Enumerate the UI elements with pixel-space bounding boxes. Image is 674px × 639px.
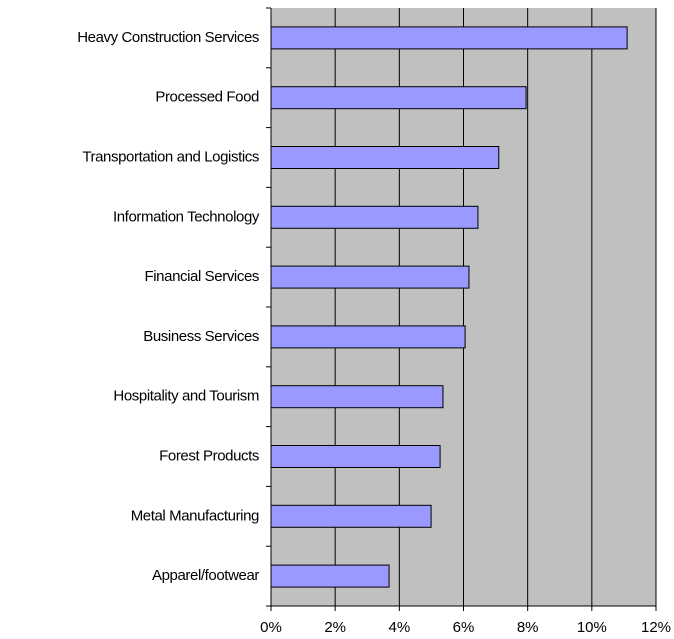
y-tick-label: Processed Food [155, 89, 259, 106]
y-tick-label: Forest Products [159, 447, 259, 464]
x-tick-label: 12% [641, 619, 671, 636]
y-tick-label: Apparel/footwear [152, 567, 259, 584]
bar [270, 385, 444, 409]
y-tick-label: Business Services [143, 328, 259, 345]
x-tick-label: 4% [388, 619, 410, 636]
bar [270, 265, 470, 289]
x-tick-label: 10% [577, 619, 607, 636]
bar [270, 504, 432, 528]
y-tick-label: Financial Services [144, 268, 259, 285]
x-tick-label: 2% [324, 619, 346, 636]
x-tick-label: 6% [453, 619, 475, 636]
bar [270, 325, 466, 349]
y-tick-label: Hospitality and Tourism [113, 388, 259, 405]
bar [270, 86, 527, 110]
y-tick-label: Metal Manufacturing [131, 507, 259, 524]
bar [270, 445, 441, 468]
bar [270, 26, 628, 50]
y-tick-label: Heavy Construction Services [77, 29, 259, 46]
y-tick-label: Information Technology [113, 208, 260, 225]
x-tick-label: 0% [260, 619, 282, 636]
bar [270, 564, 390, 588]
y-tick-label: Transportation and Logistics [82, 148, 259, 165]
bar [270, 146, 500, 169]
bar [270, 205, 479, 229]
x-tick-label: 8% [517, 619, 539, 636]
